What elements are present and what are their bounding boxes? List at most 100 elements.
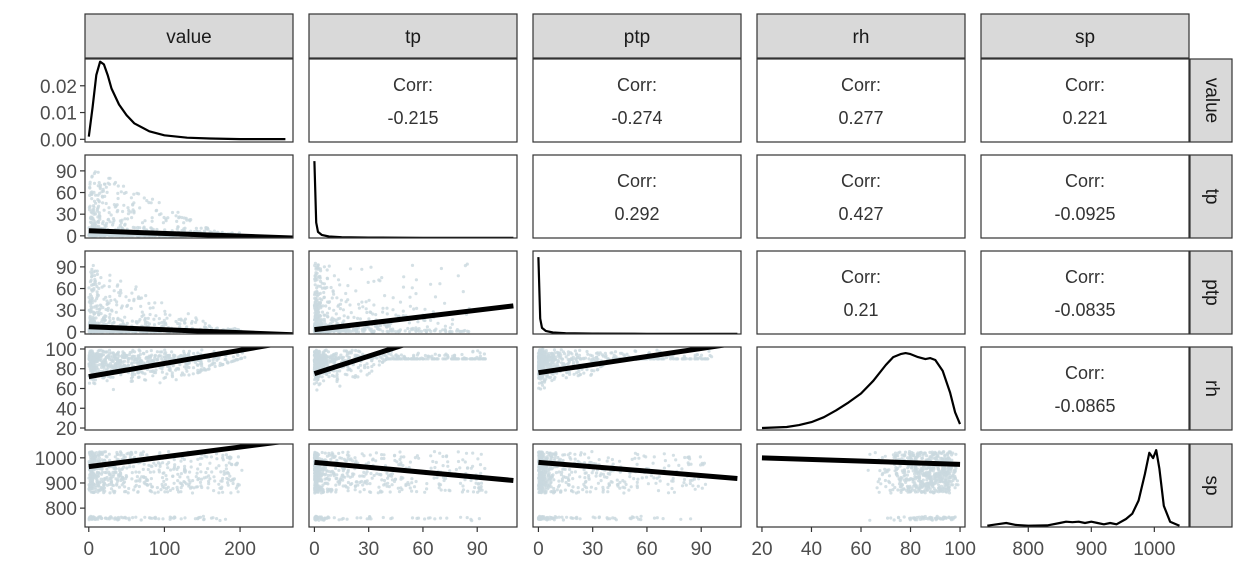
scatter-point (163, 321, 168, 325)
scatter-point (188, 480, 192, 484)
scatter-point (107, 206, 111, 210)
scatter-point (412, 485, 417, 489)
scatter-point (96, 225, 100, 230)
scatter-point (121, 350, 125, 354)
scatter-point (460, 352, 464, 357)
scatter-point (429, 329, 433, 333)
scatter-point (98, 307, 102, 311)
scatter-point (542, 380, 547, 384)
scatter-point (105, 483, 109, 487)
corr-value: 0.21 (843, 300, 878, 320)
strip-top-label: rh (853, 27, 870, 48)
scatter-point (322, 379, 326, 383)
scatter-point (152, 470, 156, 474)
regression-line (313, 347, 406, 377)
scatter-point (415, 454, 419, 458)
scatter-point (348, 267, 353, 271)
scatter-point (141, 467, 145, 471)
scatter-point (446, 355, 450, 359)
scatter-point (396, 486, 400, 490)
scatter-point (89, 515, 94, 520)
scatter-point (118, 223, 122, 228)
scatter-point (143, 219, 147, 223)
scatter-point (106, 181, 110, 185)
scatter-point (109, 298, 113, 302)
scatter-point (191, 366, 196, 370)
scatter-point (111, 387, 115, 392)
scatter-point (146, 355, 150, 360)
scatter-point (207, 324, 211, 328)
scatter-point (375, 325, 379, 329)
scatter-point (124, 190, 128, 195)
scatter-point (120, 353, 125, 357)
scatter-point (443, 328, 447, 332)
scatter-point (540, 354, 544, 358)
scatter-point (97, 200, 101, 204)
scatter-point (108, 273, 112, 277)
scatter-point (346, 315, 350, 319)
scatter-point (479, 452, 483, 456)
scatter-point (176, 479, 180, 483)
scatter-point (394, 330, 398, 334)
scatter-point (335, 296, 339, 300)
scatter-point (369, 471, 373, 476)
scatter-point (122, 203, 126, 207)
scatter-point (134, 515, 138, 519)
scatter-point (93, 329, 97, 333)
scatter-point (372, 473, 376, 478)
scatter-point (550, 352, 555, 356)
scatter-point (87, 286, 91, 290)
scatter-point (319, 318, 324, 322)
scatter-point (344, 291, 348, 296)
scatter-point (129, 306, 133, 311)
scatter-point (136, 490, 140, 494)
scatter-point (142, 313, 146, 317)
scatter-point (97, 515, 101, 519)
scatter-point (89, 309, 93, 313)
scatter-point (126, 491, 130, 495)
scatter-point (96, 184, 100, 188)
scatter-point (314, 360, 319, 364)
scatter-point (326, 350, 330, 354)
scatter-point (612, 353, 616, 357)
panel-sp-value (84, 443, 294, 528)
panel-tp-rh: Corr:0.427 (756, 154, 966, 239)
scatter-point (182, 373, 186, 377)
scatter-point (363, 366, 367, 370)
scatter-point (100, 467, 104, 471)
scatter-point (313, 317, 317, 321)
scatter-point (315, 286, 319, 290)
scatter-point (161, 517, 165, 521)
scatter-point (318, 304, 322, 308)
scatter-point (87, 451, 92, 455)
scatter-point (95, 365, 99, 369)
scatter-point (213, 479, 217, 483)
panel-ptp-ptp (532, 250, 742, 335)
scatter-point (142, 475, 146, 479)
scatter-point (132, 192, 136, 196)
scatter-point (327, 470, 332, 474)
panel-value-value (84, 58, 294, 143)
scatter-point (158, 381, 162, 385)
scatter-point (134, 285, 138, 289)
scatter-point (129, 450, 133, 454)
strip-top-value: value (84, 13, 294, 59)
scatter-point (243, 355, 247, 359)
scatter-point (166, 490, 170, 494)
scatter-point (696, 357, 700, 361)
scatter-point (437, 483, 441, 487)
scatter-point (603, 351, 608, 355)
scatter-point (163, 483, 168, 487)
scatter-point (361, 352, 365, 356)
scatter-point (693, 355, 697, 359)
strip-top-tp: tp (308, 13, 518, 59)
scatter-point (125, 466, 129, 470)
scatter-point (362, 474, 366, 478)
panel-tp-ptp: Corr:0.292 (532, 154, 742, 239)
scatter-point (106, 218, 110, 222)
scatter-point (330, 296, 334, 300)
scatter-point (114, 330, 118, 334)
scatter-point (573, 349, 578, 353)
scatter-point (381, 306, 385, 310)
scatter-point (96, 293, 100, 297)
